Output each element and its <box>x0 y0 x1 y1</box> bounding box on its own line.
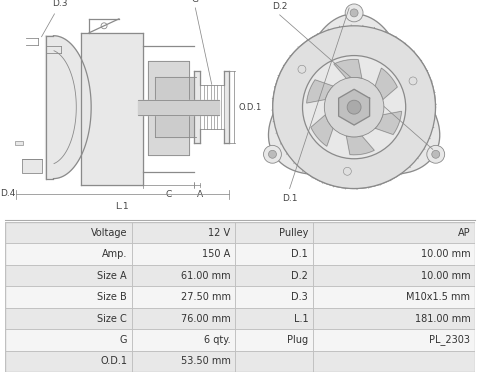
Text: Size B: Size B <box>97 292 127 302</box>
FancyBboxPatch shape <box>132 286 235 308</box>
FancyBboxPatch shape <box>313 308 475 329</box>
FancyBboxPatch shape <box>5 286 132 308</box>
Circle shape <box>273 26 435 188</box>
FancyBboxPatch shape <box>5 243 132 265</box>
Text: PL_2303: PL_2303 <box>430 335 470 346</box>
FancyBboxPatch shape <box>235 329 313 351</box>
Text: Voltage: Voltage <box>91 227 127 238</box>
Text: L.1: L.1 <box>116 202 129 211</box>
Text: D.3: D.3 <box>52 0 67 8</box>
FancyBboxPatch shape <box>235 243 313 265</box>
Text: D.1: D.1 <box>291 249 308 259</box>
FancyBboxPatch shape <box>235 265 313 286</box>
Text: D.4: D.4 <box>0 189 16 198</box>
Polygon shape <box>338 89 370 125</box>
Circle shape <box>324 77 384 137</box>
Polygon shape <box>194 71 200 143</box>
Polygon shape <box>307 80 333 103</box>
FancyBboxPatch shape <box>313 329 475 351</box>
Text: D.3: D.3 <box>291 292 308 302</box>
Text: Size C: Size C <box>97 314 127 323</box>
FancyBboxPatch shape <box>235 222 313 243</box>
Bar <box>15 141 23 145</box>
Circle shape <box>302 56 406 159</box>
Text: Pulley: Pulley <box>279 227 308 238</box>
Polygon shape <box>375 111 402 135</box>
Polygon shape <box>46 36 91 179</box>
Circle shape <box>350 9 358 17</box>
FancyBboxPatch shape <box>132 308 235 329</box>
Text: 181.00 mm: 181.00 mm <box>415 314 470 323</box>
Text: D.1: D.1 <box>282 194 297 203</box>
Text: O.D.1: O.D.1 <box>100 356 127 367</box>
Text: AP: AP <box>458 227 470 238</box>
Polygon shape <box>81 33 143 185</box>
Text: M10x1.5 mm: M10x1.5 mm <box>407 292 470 302</box>
Circle shape <box>268 150 276 158</box>
FancyBboxPatch shape <box>235 308 313 329</box>
Circle shape <box>427 146 444 163</box>
Text: 61.00 mm: 61.00 mm <box>181 271 230 280</box>
Text: C: C <box>166 190 172 199</box>
Text: D.2: D.2 <box>291 271 308 280</box>
Text: Amp.: Amp. <box>102 249 127 259</box>
Circle shape <box>345 4 363 22</box>
Polygon shape <box>155 77 196 137</box>
FancyBboxPatch shape <box>235 286 313 308</box>
Circle shape <box>264 146 281 163</box>
Polygon shape <box>347 136 374 155</box>
Polygon shape <box>148 61 190 155</box>
FancyBboxPatch shape <box>313 351 475 372</box>
FancyBboxPatch shape <box>132 222 235 243</box>
Text: G: G <box>120 335 127 345</box>
FancyBboxPatch shape <box>132 329 235 351</box>
Bar <box>22 159 42 173</box>
Text: O.D.1: O.D.1 <box>238 103 261 112</box>
Text: 53.50 mm: 53.50 mm <box>180 356 230 367</box>
FancyBboxPatch shape <box>313 222 475 243</box>
FancyBboxPatch shape <box>313 243 475 265</box>
FancyBboxPatch shape <box>5 329 132 351</box>
Text: A: A <box>197 190 203 199</box>
FancyBboxPatch shape <box>313 286 475 308</box>
FancyBboxPatch shape <box>132 243 235 265</box>
Text: L.1: L.1 <box>294 314 308 323</box>
Text: 6 qty.: 6 qty. <box>204 335 230 345</box>
Polygon shape <box>334 59 362 79</box>
Circle shape <box>347 100 361 114</box>
Text: D.2: D.2 <box>272 2 287 11</box>
Text: 10.00 mm: 10.00 mm <box>421 271 470 280</box>
Text: 76.00 mm: 76.00 mm <box>181 314 230 323</box>
FancyBboxPatch shape <box>313 265 475 286</box>
FancyBboxPatch shape <box>5 351 132 372</box>
Polygon shape <box>311 115 333 146</box>
Text: 12 V: 12 V <box>208 227 230 238</box>
FancyBboxPatch shape <box>132 351 235 372</box>
FancyBboxPatch shape <box>5 308 132 329</box>
Polygon shape <box>138 100 219 115</box>
Text: 150 A: 150 A <box>203 249 230 259</box>
Polygon shape <box>375 68 397 100</box>
Text: 10.00 mm: 10.00 mm <box>421 249 470 259</box>
Circle shape <box>432 150 440 158</box>
Text: 27.50 mm: 27.50 mm <box>180 292 230 302</box>
FancyBboxPatch shape <box>5 222 132 243</box>
FancyBboxPatch shape <box>235 351 313 372</box>
Polygon shape <box>268 14 440 188</box>
Text: Size A: Size A <box>97 271 127 280</box>
Text: G: G <box>192 0 199 4</box>
Polygon shape <box>224 71 229 143</box>
Text: Plug: Plug <box>287 335 308 345</box>
FancyBboxPatch shape <box>132 265 235 286</box>
FancyBboxPatch shape <box>5 265 132 286</box>
